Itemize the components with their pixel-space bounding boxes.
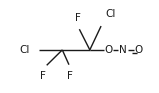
Text: F: F xyxy=(67,71,73,81)
Text: F: F xyxy=(40,71,46,81)
Text: O: O xyxy=(135,45,143,55)
Text: N: N xyxy=(119,45,127,55)
Text: O: O xyxy=(104,45,113,55)
Text: Cl: Cl xyxy=(20,45,30,55)
Text: F: F xyxy=(75,13,81,23)
Text: Cl: Cl xyxy=(106,9,116,19)
